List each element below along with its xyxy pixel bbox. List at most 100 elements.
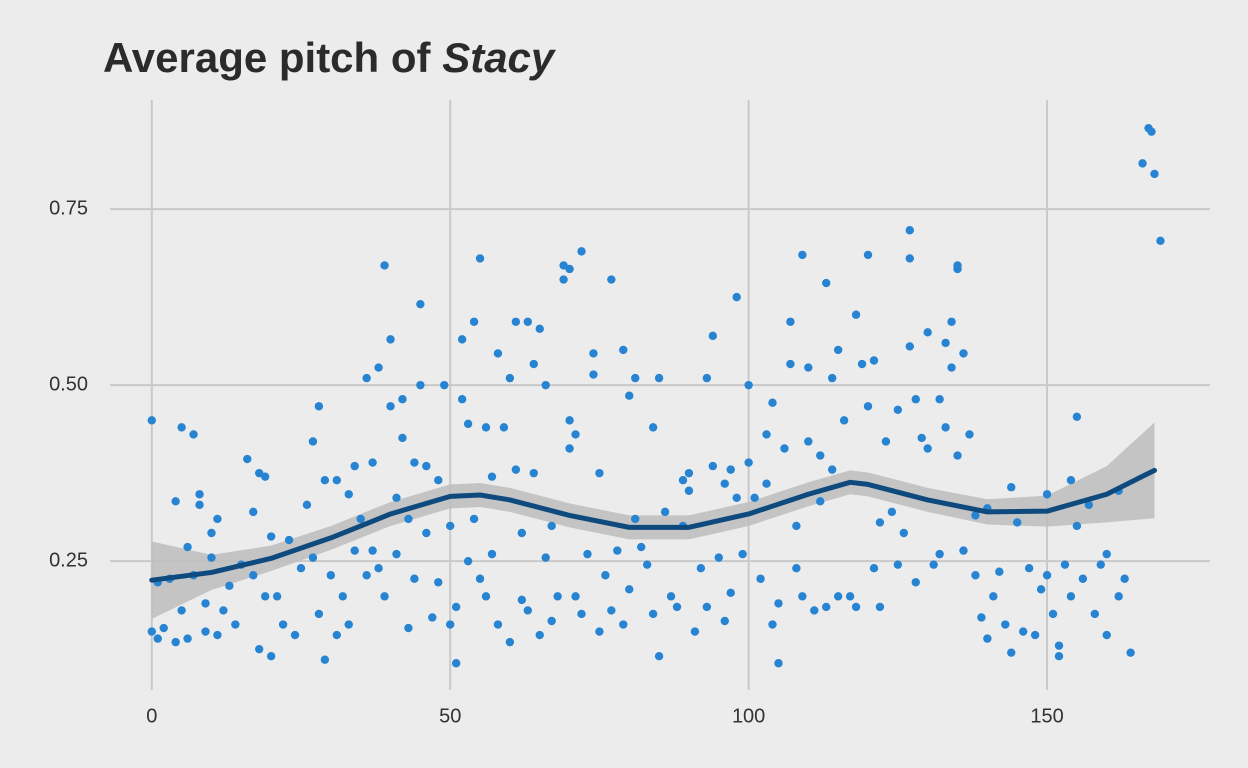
point (177, 423, 186, 432)
point (523, 606, 532, 615)
point (255, 644, 264, 654)
point (822, 278, 831, 288)
point (535, 630, 544, 640)
point (493, 620, 503, 629)
point (481, 423, 491, 432)
point (1048, 609, 1058, 619)
point (529, 359, 538, 369)
point (822, 602, 831, 612)
point (344, 620, 353, 629)
point (941, 338, 950, 348)
point (1072, 521, 1082, 531)
point (493, 349, 503, 358)
point (1150, 169, 1159, 179)
point (380, 592, 389, 601)
point (380, 261, 389, 270)
point (917, 433, 926, 443)
point (923, 444, 932, 453)
point (517, 528, 527, 538)
point (774, 599, 783, 608)
point (338, 592, 347, 601)
point (792, 563, 801, 573)
point (183, 634, 192, 643)
point (195, 490, 204, 499)
point (583, 549, 592, 559)
point (935, 549, 944, 559)
title-main: Average pitch of (103, 34, 432, 81)
point (1078, 574, 1088, 583)
point (278, 620, 288, 629)
point (171, 637, 180, 647)
point (893, 405, 903, 414)
point (386, 335, 395, 344)
point (995, 567, 1004, 576)
point (887, 507, 897, 517)
point (207, 528, 216, 538)
point (648, 423, 658, 432)
point (959, 349, 968, 358)
point (804, 363, 813, 372)
point (1102, 630, 1111, 640)
point (827, 465, 837, 474)
point (416, 380, 425, 390)
point (225, 581, 234, 590)
point (511, 465, 521, 474)
point (487, 549, 497, 559)
point (475, 254, 485, 263)
point (702, 602, 712, 612)
point (469, 317, 479, 326)
point (732, 292, 741, 302)
point (505, 637, 515, 647)
point (1102, 549, 1111, 559)
band-layer (151, 422, 1155, 619)
point (911, 395, 920, 404)
point (631, 514, 640, 524)
point (523, 317, 532, 326)
point (595, 627, 604, 636)
point (308, 437, 318, 446)
point (272, 592, 282, 601)
point (642, 560, 652, 569)
point (690, 627, 700, 636)
point (1054, 652, 1064, 661)
point (1090, 609, 1100, 619)
point (332, 475, 342, 485)
point (780, 444, 789, 453)
point (899, 528, 909, 538)
point (386, 402, 395, 411)
point (654, 373, 664, 383)
point (774, 659, 783, 668)
point (720, 479, 729, 488)
point (1084, 500, 1094, 510)
point (589, 349, 598, 358)
point (869, 563, 879, 573)
point (905, 226, 914, 235)
point (332, 630, 342, 640)
point (977, 613, 986, 622)
point (851, 602, 861, 612)
point (201, 627, 210, 636)
point (511, 317, 521, 326)
point (428, 613, 437, 622)
point (654, 652, 664, 661)
point (708, 331, 718, 341)
point (935, 395, 944, 404)
point (744, 380, 753, 390)
point (941, 423, 950, 432)
point (738, 549, 747, 559)
point (720, 616, 729, 626)
point (374, 363, 383, 372)
point (905, 254, 914, 263)
confidence-band (151, 422, 1155, 619)
point (314, 609, 324, 619)
point (833, 592, 843, 601)
point (416, 299, 425, 309)
point (762, 479, 771, 488)
point (684, 486, 694, 495)
point (577, 247, 586, 256)
point (571, 430, 580, 439)
point (1007, 483, 1016, 492)
point (1066, 592, 1076, 601)
point (290, 630, 300, 640)
